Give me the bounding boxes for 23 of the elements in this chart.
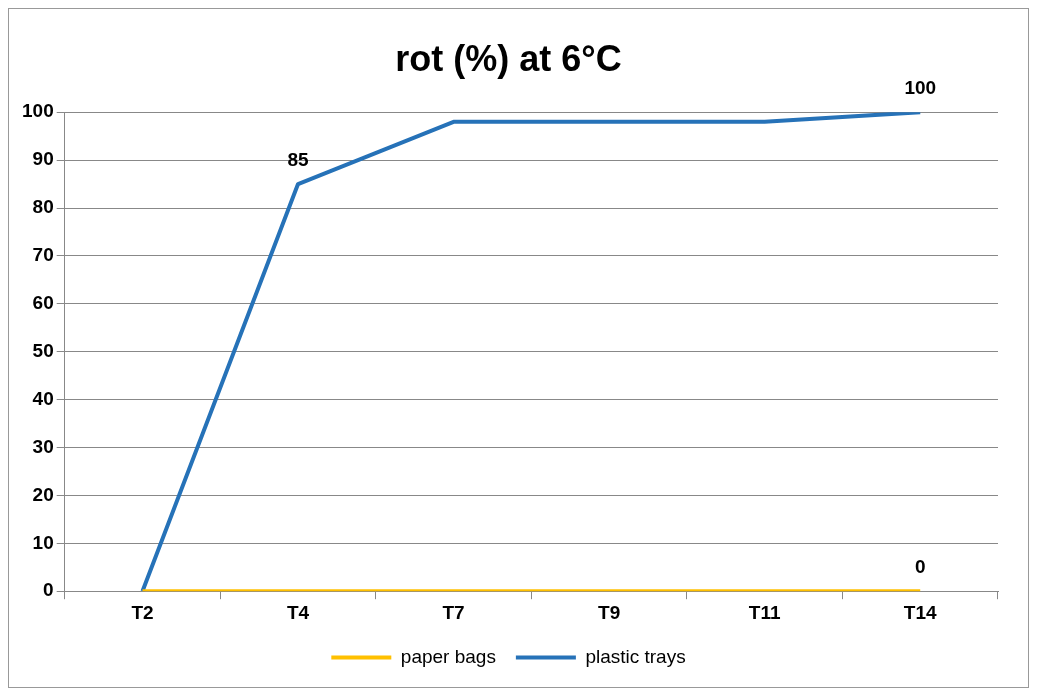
y-tick-label: 30 <box>32 435 54 457</box>
x-tick-label: T9 <box>598 601 621 623</box>
y-tick-label: 40 <box>32 387 54 409</box>
data-label: 85 <box>287 148 310 170</box>
y-tick-label: 70 <box>32 244 54 266</box>
y-tick-label: 90 <box>32 148 54 170</box>
y-tick-label: 10 <box>32 531 54 553</box>
y-tick-label: 100 <box>22 100 54 122</box>
x-tick-label: T7 <box>442 601 465 623</box>
y-tick-label: 50 <box>32 339 54 361</box>
y-tick-label: 0 <box>43 579 54 601</box>
x-tick-label: T14 <box>903 601 938 623</box>
x-tick-label: T11 <box>748 601 781 623</box>
data-label: 0 <box>914 555 926 577</box>
y-tick-label: 80 <box>32 196 54 218</box>
x-tick-label: T4 <box>286 601 310 623</box>
chart-title: rot (%) at 6°C <box>395 37 622 79</box>
y-tick-label: 60 <box>32 292 54 314</box>
x-tick-label: T2 <box>131 601 154 623</box>
legend-label: plastic trays <box>585 645 686 667</box>
legend-label: paper bags <box>400 645 496 667</box>
y-tick-label: 20 <box>32 483 54 505</box>
data-label: 100 <box>904 76 937 98</box>
